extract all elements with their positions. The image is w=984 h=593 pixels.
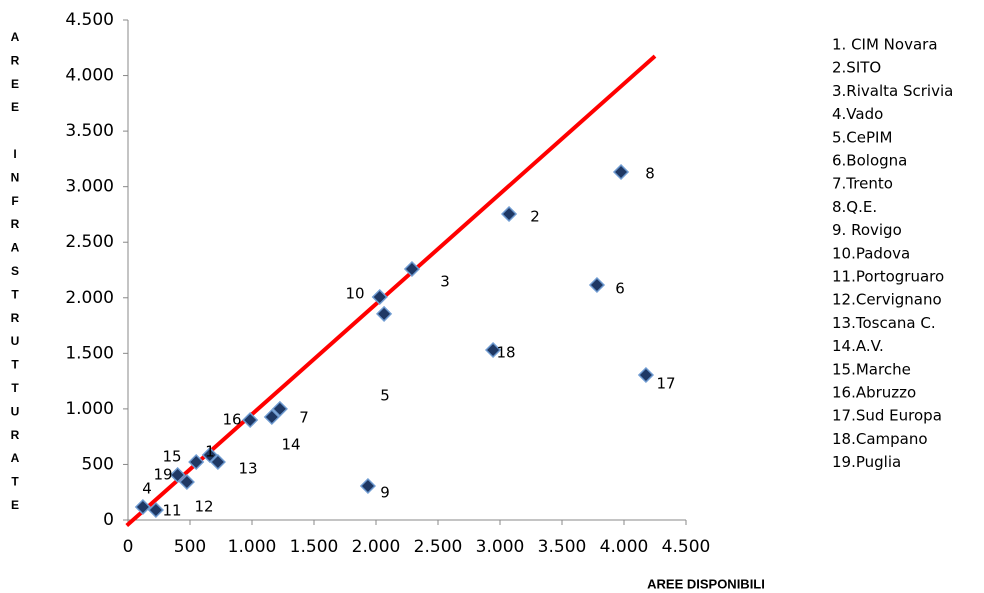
point xyxy=(209,453,226,471)
point-label: 12 xyxy=(194,498,213,516)
point xyxy=(375,305,393,322)
point xyxy=(403,260,421,278)
x-tick-label: 4.000 xyxy=(600,537,649,557)
point-label: 11 xyxy=(162,502,181,520)
point-label: 3 xyxy=(440,273,450,291)
legend-entry: 3.Rivalta Scrivia xyxy=(832,82,953,100)
x-tick-label: 2.000 xyxy=(352,537,401,557)
legend-entry: 17.Sud Europa xyxy=(832,407,942,425)
legend-entry: 2.SITO xyxy=(832,59,881,77)
legend-entry: 13.Toscana C. xyxy=(832,314,936,332)
point-label: 8 xyxy=(645,165,655,183)
point-label: 5 xyxy=(380,387,390,405)
point-label: 4 xyxy=(142,480,152,498)
point xyxy=(147,501,164,519)
y-tick-label: 2.000 xyxy=(65,288,114,308)
x-tick-label: 3.500 xyxy=(538,537,587,557)
legend-entry: 11.Portogruaro xyxy=(832,268,944,286)
point xyxy=(242,411,259,429)
y-axis-label: AREE INFRASTRUTTURATE xyxy=(8,30,22,522)
point-label: 9 xyxy=(380,484,390,502)
legend-entry: 5.CePIM xyxy=(832,128,892,146)
x-tick-label: 2.500 xyxy=(414,537,463,557)
y-tick-label: 1.000 xyxy=(65,399,114,419)
point xyxy=(637,366,655,384)
point-label: 14 xyxy=(281,436,300,454)
x-tick-label: 1.000 xyxy=(228,537,277,557)
point-label: 15 xyxy=(162,448,181,466)
point xyxy=(134,498,151,516)
x-tick-label: 0 xyxy=(123,537,134,557)
legend-entry: 19.Puglia xyxy=(832,453,901,471)
y-tick-label: 3.000 xyxy=(65,177,114,197)
x-axis-label: AREE DISPONIBILI xyxy=(647,576,765,591)
legend-entry: 4.Vado xyxy=(832,105,883,123)
y-tick-label: 500 xyxy=(82,454,114,474)
y-tick-label: 1.500 xyxy=(65,343,114,363)
x-tick-label: 3.000 xyxy=(476,537,525,557)
point xyxy=(359,477,377,495)
legend-entry: 6.Bologna xyxy=(832,152,907,170)
point-label: 6 xyxy=(615,280,625,298)
legend-entry: 10.Padova xyxy=(832,244,910,262)
y-tick-label: 0 xyxy=(103,510,114,530)
point xyxy=(188,453,205,471)
legend-entry: 8.Q.E. xyxy=(832,198,877,216)
y-tick-label: 2.500 xyxy=(65,232,114,252)
point xyxy=(588,276,606,294)
point-label: 17 xyxy=(656,375,675,393)
point xyxy=(612,163,630,181)
legend-entry: 15.Marche xyxy=(832,360,911,378)
point-label: 2 xyxy=(530,208,540,226)
x-tick-label: 500 xyxy=(174,537,206,557)
point-label: 1 xyxy=(205,443,215,461)
legend-entry: 14.A.V. xyxy=(832,337,884,355)
y-tick-label: 3.500 xyxy=(65,121,114,141)
x-tick-label: 1.500 xyxy=(290,537,339,557)
point xyxy=(484,341,502,359)
legend-entry: 9. Rovigo xyxy=(832,221,902,239)
point-label: 10 xyxy=(345,285,364,303)
trendline xyxy=(125,54,657,528)
legend-entry: 16.Abruzzo xyxy=(832,384,916,402)
point-label: 7 xyxy=(299,409,309,427)
point xyxy=(271,400,288,417)
legend-entry: 12.Cervignano xyxy=(832,291,942,309)
point xyxy=(371,288,388,306)
point xyxy=(263,408,280,426)
legend-entry: 1. CIM Novara xyxy=(832,36,938,54)
point xyxy=(178,473,195,491)
point-label: 19 xyxy=(153,466,172,484)
point-label: 18 xyxy=(496,344,515,362)
x-tick-label: 4.500 xyxy=(662,537,711,557)
y-tick-label: 4.500 xyxy=(65,10,114,30)
point xyxy=(169,466,186,484)
legend-entry: 7.Trento xyxy=(832,175,893,193)
y-tick-label: 4.000 xyxy=(65,66,114,86)
point-label: 16 xyxy=(222,411,241,429)
point xyxy=(500,205,518,223)
point-label: 13 xyxy=(238,460,257,478)
legend-entry: 18.Campano xyxy=(832,430,928,448)
